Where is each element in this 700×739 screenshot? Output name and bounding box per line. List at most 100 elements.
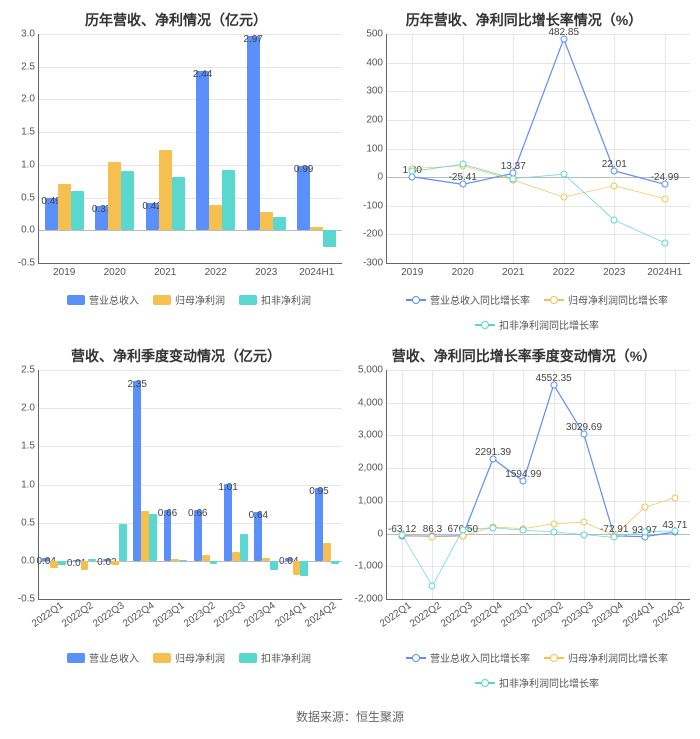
legend-item: 归母净利润同比增长率 bbox=[544, 650, 668, 665]
line-marker bbox=[429, 582, 436, 589]
legend-label: 归母净利润同比增长率 bbox=[568, 650, 668, 665]
bar bbox=[121, 171, 134, 230]
y-tick-label: 1.0 bbox=[21, 159, 39, 170]
x-tick-label: 2022 bbox=[205, 263, 227, 278]
legend-swatch bbox=[544, 657, 564, 659]
legend-label: 扣非净利润同比增长率 bbox=[499, 317, 599, 332]
y-tick-label: 2.5 bbox=[21, 61, 39, 72]
bar bbox=[172, 177, 185, 231]
y-tick-label: 0.5 bbox=[21, 517, 39, 528]
x-tick-label: 2024H1 bbox=[647, 263, 682, 278]
line-marker bbox=[641, 504, 648, 511]
y-tick-label: 4,000 bbox=[358, 397, 387, 408]
y-tick-label: 1,000 bbox=[358, 495, 387, 506]
bar bbox=[133, 381, 141, 560]
bar bbox=[300, 561, 308, 576]
bar bbox=[232, 552, 240, 561]
bar bbox=[71, 191, 84, 230]
legend: 营业总收入归母净利润扣非净利润 bbox=[4, 644, 348, 669]
line-marker bbox=[560, 194, 567, 201]
line-chart-annual-growth: -300-200-1000100200300400500201920202021… bbox=[386, 34, 690, 264]
legend-item: 营业总收入同比增长率 bbox=[406, 292, 530, 307]
legend-item: 扣非净利润 bbox=[239, 292, 311, 307]
legend-swatch bbox=[153, 295, 171, 305]
panel-top-right: 历年营收、净利同比增长率情况（%） -300-200-1000100200300… bbox=[352, 4, 696, 336]
x-tick-label: 2019 bbox=[53, 263, 75, 278]
bar bbox=[210, 561, 218, 564]
y-tick-label: 2.0 bbox=[21, 403, 39, 414]
panel-bottom-left: 营收、净利季度变动情况（亿元） -0.50.00.51.01.52.02.520… bbox=[4, 340, 348, 694]
legend-label: 扣非净利润 bbox=[261, 292, 311, 307]
bar bbox=[119, 524, 127, 561]
y-tick-label: 500 bbox=[366, 29, 387, 40]
legend-item: 归母净利润同比增长率 bbox=[544, 292, 668, 307]
x-tick-label: 2020 bbox=[452, 263, 474, 278]
line-value-label: 482.85 bbox=[548, 27, 579, 38]
bar bbox=[323, 230, 336, 246]
y-tick-label: 200 bbox=[366, 114, 387, 125]
legend-item: 扣非净利润同比增长率 bbox=[475, 317, 599, 332]
y-tick-label: 0.5 bbox=[21, 192, 39, 203]
line-marker bbox=[611, 182, 618, 189]
legend-label: 归母净利润 bbox=[175, 292, 225, 307]
bar bbox=[88, 559, 96, 561]
line-marker bbox=[580, 519, 587, 526]
legend-item: 归母净利润 bbox=[153, 292, 225, 307]
bar bbox=[179, 560, 187, 561]
bar bbox=[50, 561, 58, 569]
y-tick-label: 400 bbox=[366, 57, 387, 68]
bar-value-label: 2.35 bbox=[127, 379, 146, 390]
bar-value-label: 0.64 bbox=[249, 510, 268, 521]
x-tick-label: 2023 bbox=[603, 263, 625, 278]
bar-value-label: 0.66 bbox=[188, 508, 207, 519]
legend-label: 营业总收入 bbox=[89, 292, 139, 307]
line-value-label: 13.37 bbox=[501, 161, 526, 172]
legend-item: 营业总收入同比增长率 bbox=[406, 650, 530, 665]
line-value-label: -25.41 bbox=[449, 172, 477, 183]
y-tick-label: -100 bbox=[363, 200, 387, 211]
data-source-text: 数据来源：恒生聚源 bbox=[0, 698, 700, 739]
chart-title: 历年营收、净利情况（亿元） bbox=[4, 4, 348, 34]
legend-swatch bbox=[239, 295, 257, 305]
legend-swatch bbox=[406, 657, 426, 659]
bar bbox=[331, 561, 339, 564]
line-marker bbox=[409, 168, 416, 175]
line-chart-quarterly-growth: -2,000-1,00001,0002,0003,0004,0005,00020… bbox=[386, 370, 690, 600]
y-tick-label: 300 bbox=[366, 86, 387, 97]
line-marker bbox=[429, 533, 436, 540]
chart-title: 营收、净利同比增长率季度变动情况（%） bbox=[352, 340, 696, 370]
bar bbox=[262, 558, 270, 561]
line-marker bbox=[580, 531, 587, 538]
line-marker bbox=[490, 524, 497, 531]
bar bbox=[141, 511, 149, 561]
line-value-label: -24.99 bbox=[651, 172, 679, 183]
line-marker bbox=[459, 533, 466, 540]
y-tick-label: -200 bbox=[363, 229, 387, 240]
line-marker bbox=[661, 195, 668, 202]
bar-value-label: 2.97 bbox=[243, 34, 262, 45]
x-tick-label: 2023 bbox=[255, 263, 277, 278]
legend: 营业总收入同比增长率归母净利润同比增长率扣非净利润同比增长率 bbox=[352, 644, 696, 694]
bar bbox=[196, 71, 209, 231]
legend-label: 营业总收入同比增长率 bbox=[430, 650, 530, 665]
chart-title: 营收、净利季度变动情况（亿元） bbox=[4, 340, 348, 370]
line-value-label: 2291.39 bbox=[475, 447, 511, 458]
y-tick-label: 3,000 bbox=[358, 430, 387, 441]
bar bbox=[293, 561, 301, 575]
y-tick-label: 0.0 bbox=[21, 225, 39, 236]
bar bbox=[273, 217, 286, 231]
bar bbox=[297, 166, 310, 231]
line-marker bbox=[550, 528, 557, 535]
legend-label: 营业总收入 bbox=[89, 650, 139, 665]
line-marker bbox=[560, 171, 567, 178]
y-tick-label: 2.0 bbox=[21, 94, 39, 105]
line-value-label: 4552.35 bbox=[536, 373, 572, 384]
line-marker bbox=[611, 534, 618, 541]
legend-label: 营业总收入同比增长率 bbox=[430, 292, 530, 307]
line-value-label: 1594.99 bbox=[505, 469, 541, 480]
legend-label: 归母净利润同比增长率 bbox=[568, 292, 668, 307]
y-tick-label: 100 bbox=[366, 143, 387, 154]
y-tick-label: -1,000 bbox=[355, 561, 387, 572]
x-tick-label: 2021 bbox=[502, 263, 524, 278]
y-tick-label: 1.5 bbox=[21, 127, 39, 138]
